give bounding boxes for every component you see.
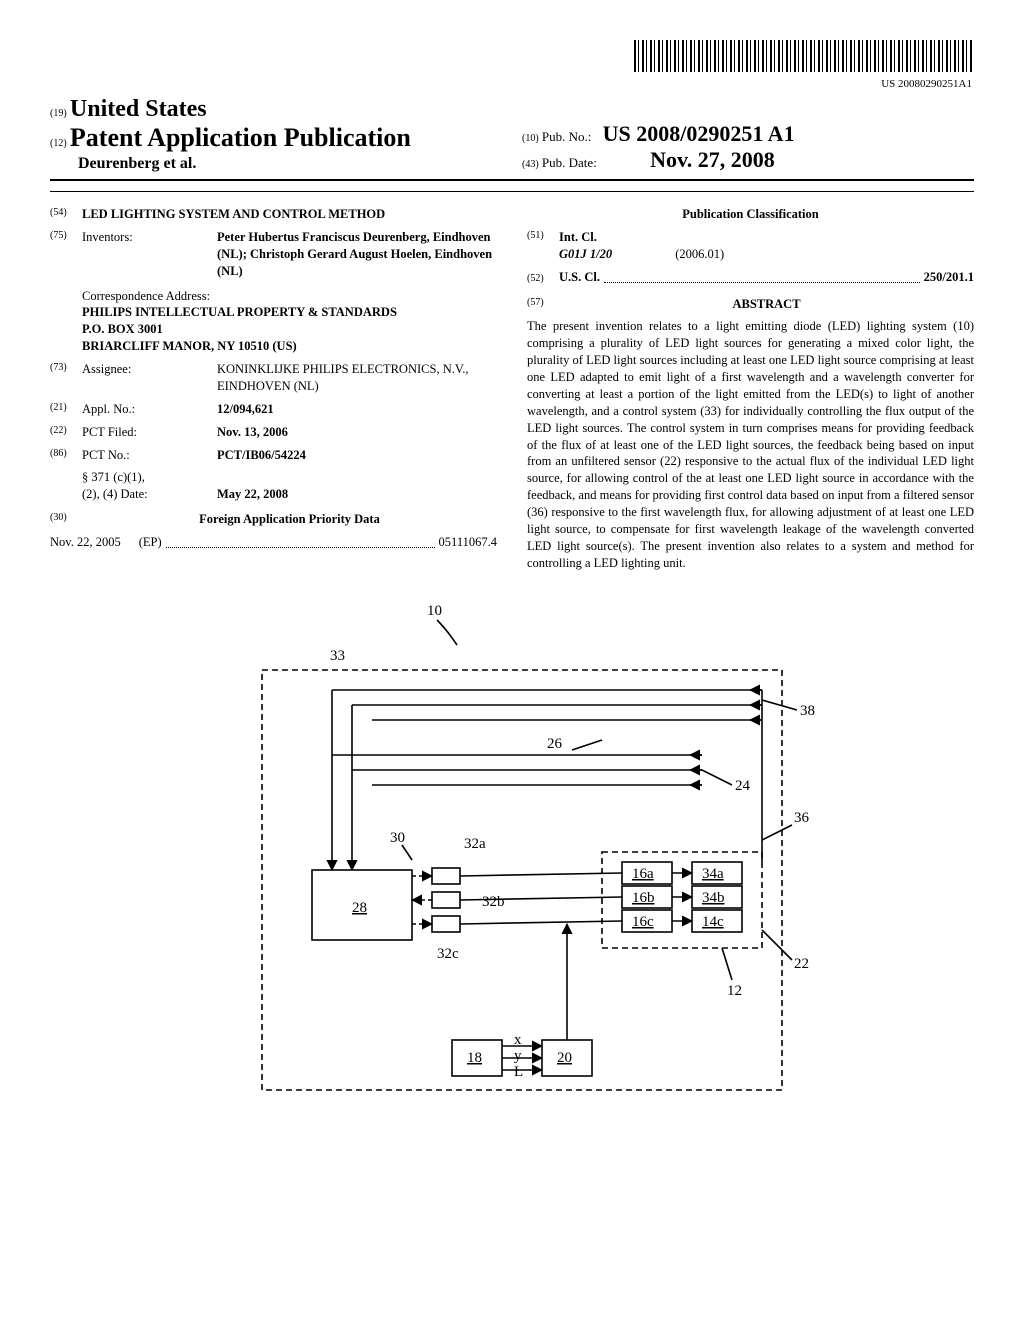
patent-figure: 10 33 26 38 24 30 32a 32b 32c 28 36 16a … [50,590,974,1114]
fig-label-20: 20 [557,1050,572,1066]
fig-label-L: L [514,1064,523,1080]
fig-label-24: 24 [735,778,751,794]
code-75: (75) [50,229,82,280]
classification-heading: Publication Classification [527,206,974,223]
appl-no-label: Appl. No.: [82,401,217,418]
fig-label-36: 36 [794,810,810,826]
code-21: (21) [50,401,82,418]
left-column: (54) LED LIGHTING SYSTEM AND CONTROL MET… [50,200,497,572]
barcode-area: US 20080290251A1 [50,40,974,90]
fig-label-16b: 16b [632,890,655,906]
authors: Deurenberg et al. [78,155,502,173]
intcl-date: (2006.01) [675,247,724,261]
appl-no: 12/094,621 [217,402,274,416]
correspondence-line2: P.O. BOX 3001 [82,321,497,338]
code-54: (54) [50,206,82,223]
fig-label-28: 28 [352,900,367,916]
inventors: Peter Hubertus Franciscus Deurenberg, Ei… [217,230,492,278]
fp-date: Nov. 22, 2005 [50,534,121,551]
assignee: KONINKLIJKE PHILIPS ELECTRONICS, N.V., E… [217,361,497,395]
fig-label-26: 26 [547,736,563,752]
fp-country: (EP) [139,534,162,551]
fig-label-y: y [514,1048,522,1064]
code-19: (19) [50,108,67,119]
code-22: (22) [50,424,82,441]
intcl-label: Int. Cl. [559,230,597,244]
fig-label-18: 18 [467,1050,482,1066]
fig-label-16a: 16a [632,866,654,882]
fig-label-x: x [514,1032,522,1048]
right-column: Publication Classification (51) Int. Cl.… [527,200,974,572]
fig-label-30: 30 [390,830,405,846]
fig-label-16c: 16c [632,914,654,930]
fig-label-33: 33 [330,648,345,664]
correspondence-line1: PHILIPS INTELLECTUAL PROPERTY & STANDARD… [82,304,497,321]
fig-label-34a: 34a [702,866,724,882]
correspondence-line3: BRIARCLIFF MANOR, NY 10510 (US) [82,338,497,355]
dot-leader [166,536,435,548]
fp-number: 05111067.4 [439,534,497,551]
barcode-text: US 20080290251A1 [50,78,974,90]
s371-b: (2), (4) Date: [82,487,148,501]
assignee-label: Assignee: [82,361,217,395]
foreign-priority-heading: Foreign Application Priority Data [82,511,497,528]
biblio-columns: (54) LED LIGHTING SYSTEM AND CONTROL MET… [50,200,974,572]
fig-label-32b: 32b [482,894,505,910]
code-12: (12) [50,138,67,149]
fig-label-32a: 32a [464,836,486,852]
uscl-label: U.S. Cl. [559,269,600,286]
code-43: (43) [522,159,539,170]
code-30: (30) [50,511,82,528]
code-73: (73) [50,361,82,395]
pct-no-label: PCT No.: [82,447,217,464]
s371-date: May 22, 2008 [217,487,288,501]
fig-label-12: 12 [727,983,742,999]
s371-a: § 371 (c)(1), [82,470,145,484]
pubno: US 2008/0290251 A1 [603,121,795,146]
fig-label-32c: 32c [437,946,459,962]
pct-filed-label: PCT Filed: [82,424,217,441]
pubdate-label: Pub. Date: [542,155,597,170]
barcode-graphic [634,40,974,72]
figure-svg: 10 33 26 38 24 30 32a 32b 32c 28 36 16a … [202,590,822,1110]
intcl-code: G01J 1/20 [559,247,612,261]
doc-header: (19) United States (12) Patent Applicati… [50,96,974,173]
pub-kind: Patent Application Publication [70,123,411,152]
uscl-value: 250/201.1 [924,269,974,286]
fig-label-14c: 14c [702,914,724,930]
dot-leader-2 [604,270,920,282]
invention-title: LED LIGHTING SYSTEM AND CONTROL METHOD [82,206,385,223]
pubdate: Nov. 27, 2008 [650,147,775,172]
code-86: (86) [50,447,82,464]
fig-label-22: 22 [794,956,809,972]
code-51: (51) [527,229,559,263]
pct-no: PCT/IB06/54224 [217,448,306,462]
fig-label-10: 10 [427,603,442,619]
abstract-text: The present invention relates to a light… [527,318,974,571]
code-57: (57) [527,296,559,313]
abstract-heading: ABSTRACT [732,297,800,311]
fig-label-38: 38 [800,703,815,719]
country: United States [70,96,207,122]
fig-label-34b: 34b [702,890,725,906]
pubno-label: Pub. No.: [542,129,591,144]
code-10: (10) [522,133,539,144]
code-52: (52) [527,272,559,286]
correspondence-label: Correspondence Address: [82,288,497,305]
inventors-label: Inventors: [82,229,217,280]
pct-filed: Nov. 13, 2006 [217,425,288,439]
